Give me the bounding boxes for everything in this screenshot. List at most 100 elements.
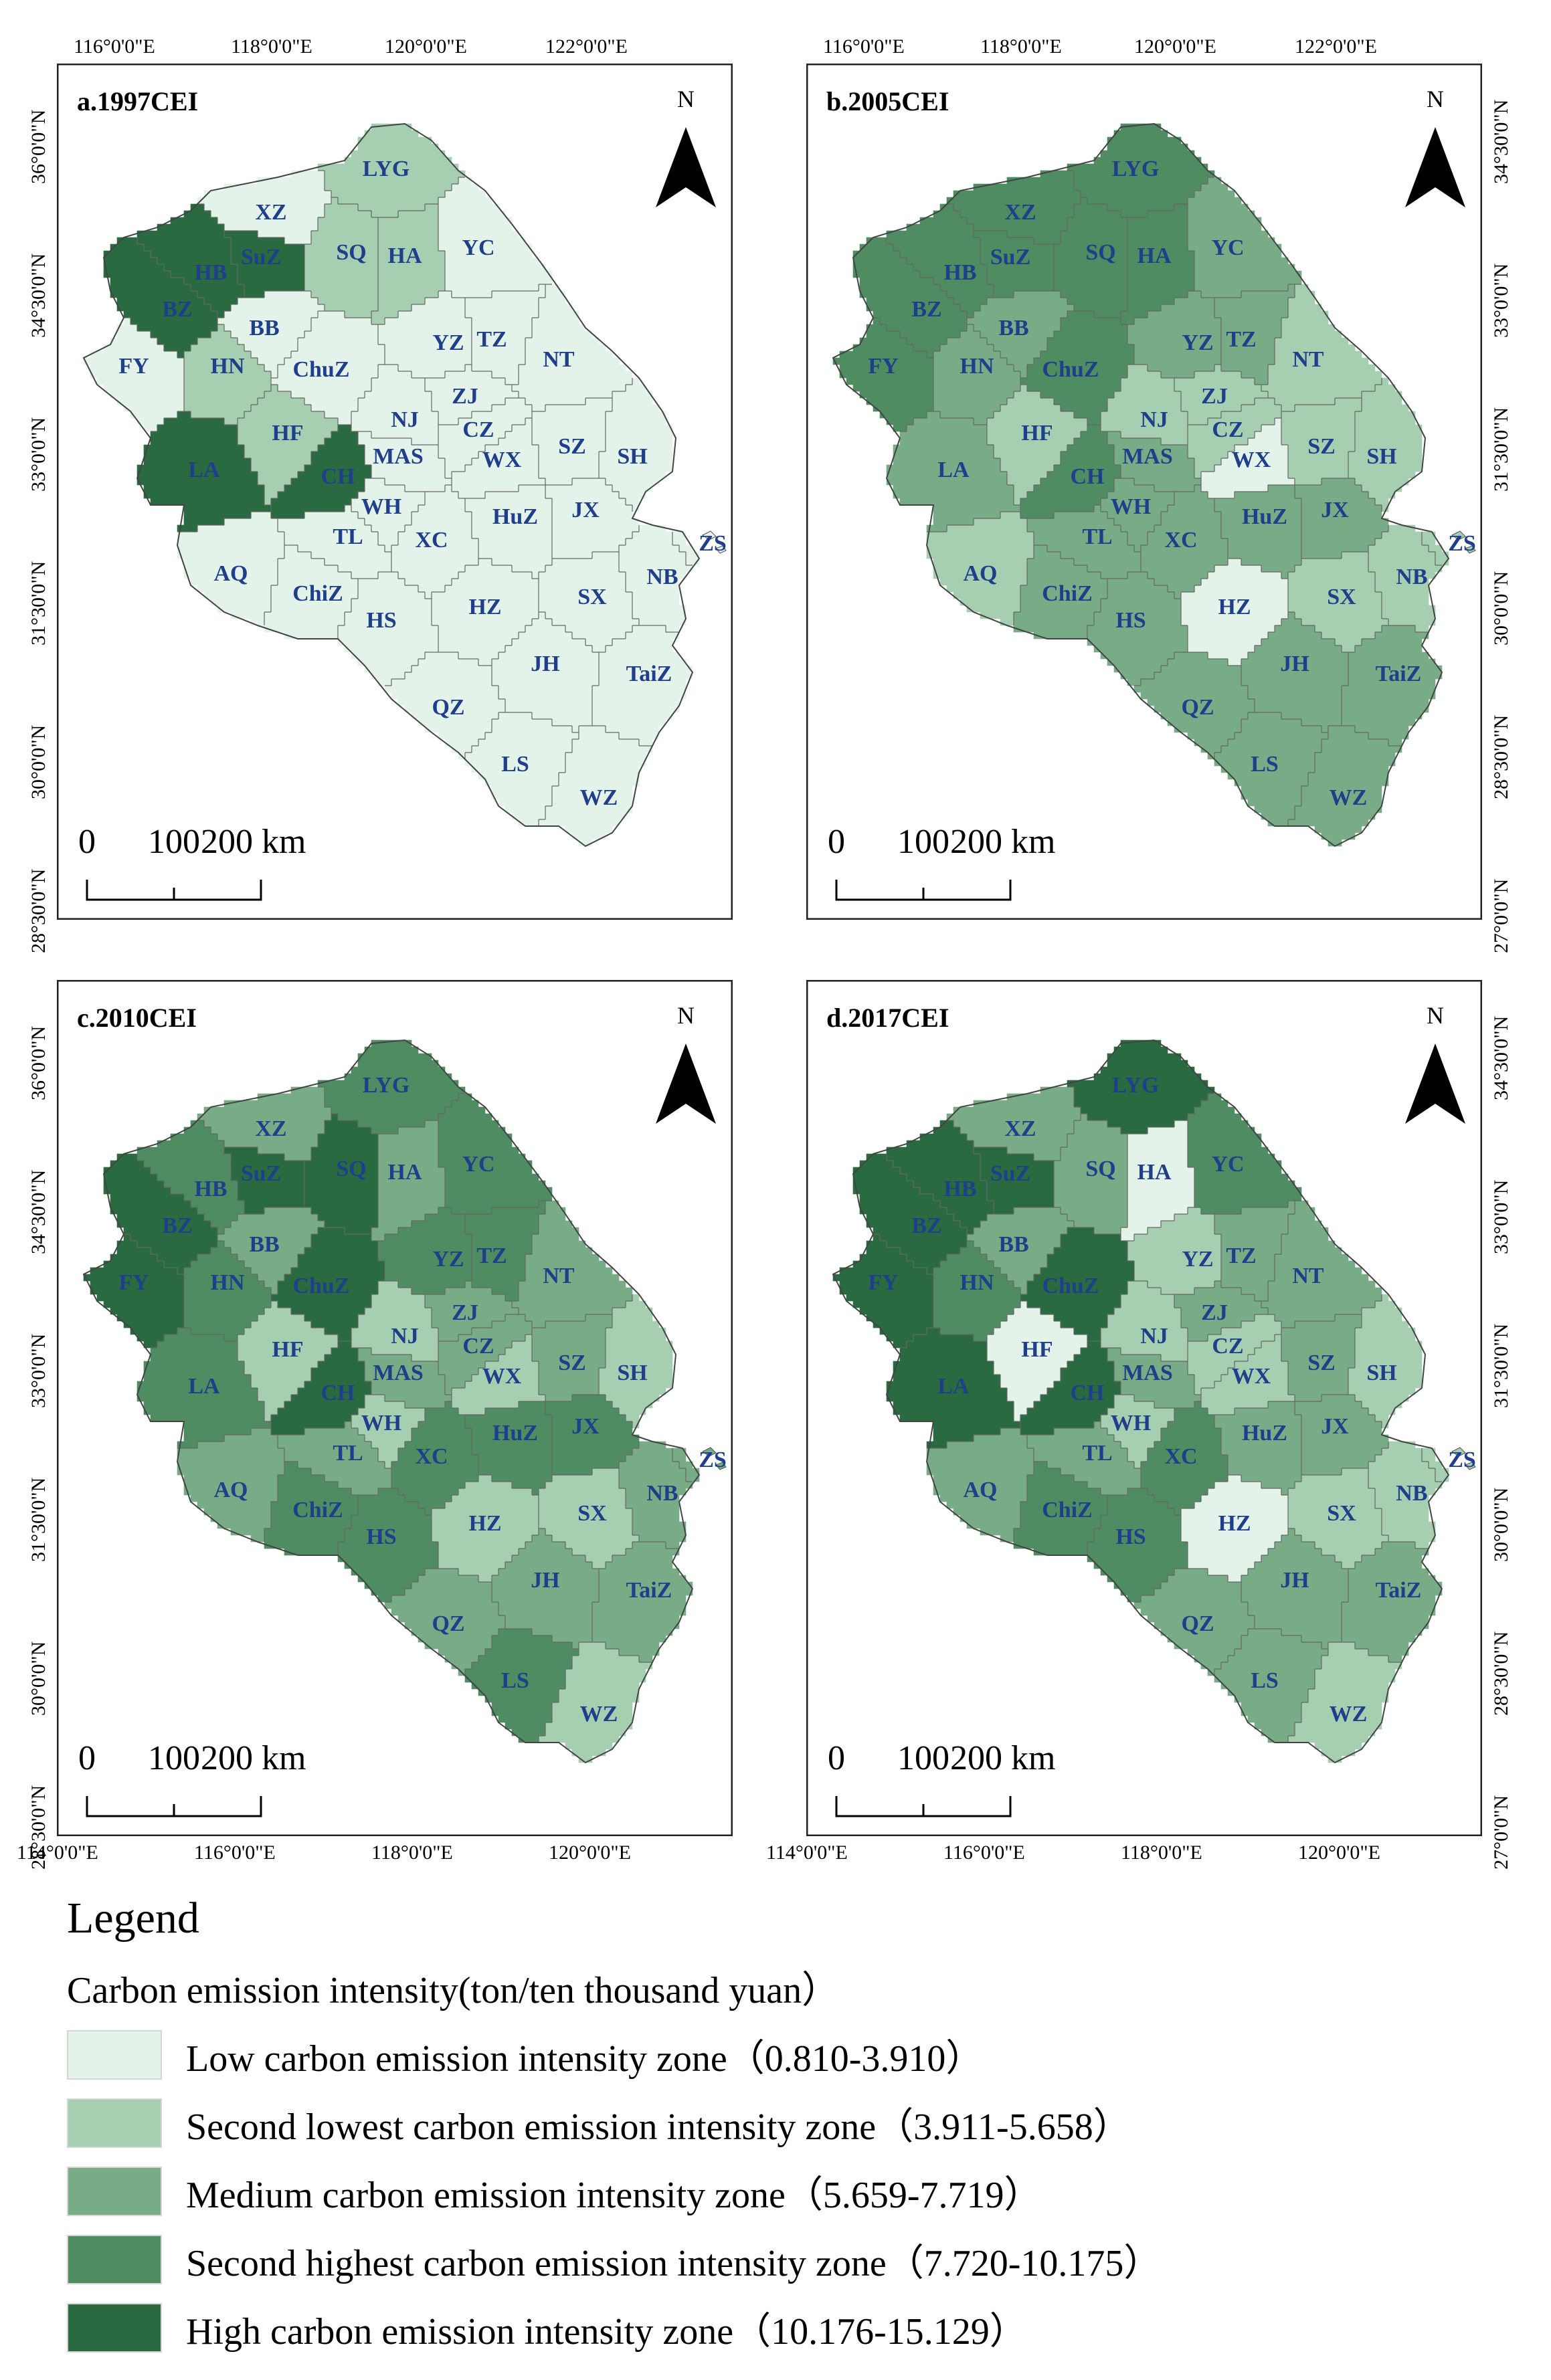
region-label-huz: HuZ [492,1421,538,1446]
region-label-zj: ZJ [452,1300,478,1325]
region-sz [531,397,613,486]
region-label-sh: SH [617,444,647,469]
north-label: N [677,86,695,112]
region-tl [1026,1421,1142,1496]
region-nt [1261,1200,1382,1328]
region-label-zs: ZS [1448,531,1476,556]
region-label-zs: ZS [699,531,727,556]
region-hn [933,324,1021,425]
region-nt [1261,284,1382,412]
top-longitude-label: 120°0'0"E [385,35,467,58]
scale-bar: 0 100 200 km [78,823,306,901]
region-label-hb: HB [194,260,227,285]
region-label-bz: BZ [162,1213,192,1238]
region-ch [1020,1341,1121,1435]
region-qz [384,652,506,760]
region-label-wx: WX [1232,448,1271,472]
scale-label: 0 [828,1739,845,1777]
region-zs [672,1448,700,1482]
region-yc [1187,1093,1302,1215]
region-label-zs: ZS [699,1448,727,1472]
region-lyg [1067,123,1215,218]
region-boundaries [124,170,693,826]
region-sh [1348,1294,1423,1429]
region-label-nj: NJ [391,1324,419,1349]
region-label-mas: MAS [373,444,424,469]
legend-label: Low carbon emission intensity zone（0.810… [186,2028,983,2082]
legend-label: Medium carbon emission intensity zone（5.… [186,2165,1041,2219]
region-label-huz: HuZ [492,504,538,529]
region-label-hn: HN [211,354,245,379]
region-label-suz: SuZ [990,245,1031,270]
region-hb [886,203,994,318]
region-label-hn: HN [211,1270,245,1295]
region-label-nj: NJ [391,407,419,432]
region-yz [1127,290,1222,379]
bottom-longitude-label: 120°0'0"E [1298,1842,1380,1864]
region-jx [1294,1394,1389,1476]
region-label-nb: NB [646,1481,678,1506]
region-bb [966,1207,1075,1295]
region-hb [136,203,245,318]
region-outline [832,122,1450,848]
region-label-nj: NJ [1140,407,1168,432]
region-label-ha: HA [1137,243,1172,268]
region-label-chuz: ChuZ [292,357,349,382]
region-xz [197,1086,332,1161]
region-label-xz: XZ [1004,1116,1036,1141]
region-label-hs: HS [366,1524,396,1549]
region-label-huz: HuZ [1242,1421,1287,1446]
latitude-label: 36°0'0"N [27,1026,50,1100]
region-sz [1281,397,1362,486]
region-hf [237,1300,339,1422]
region-label-wx: WX [482,1364,522,1389]
region-zj [1174,364,1269,425]
top-longitude-label: 122°0'0"E [1295,35,1377,58]
region-suz [223,230,305,298]
region-label-taiz: TaiZ [1376,662,1422,686]
region-hf [986,384,1088,506]
region-label-bb: BB [998,316,1028,340]
latitude-label: 28°30'0"N [27,1785,50,1870]
region-ha [1120,1120,1195,1242]
region-label-taiz: TaiZ [1376,1578,1422,1603]
region-bz [103,1153,218,1275]
region-label-sz: SZ [1307,1351,1336,1375]
region-chuz [270,1227,385,1342]
scale-label: 100 [148,1739,200,1777]
region-label-ls: LS [1251,1668,1279,1693]
region-label-bb: BB [998,1232,1028,1257]
region-nb [618,1441,693,1549]
region-fy [832,1233,934,1349]
region-nt [511,284,633,412]
region-label-bz: BZ [911,1213,941,1238]
region-taiz [1341,1541,1443,1663]
region-label-hf: HF [272,1337,303,1362]
region-label-cz: CZ [1212,417,1243,442]
region-label-sz: SZ [558,1351,586,1375]
region-label-sx: SX [577,585,607,609]
region-chiz [264,1461,359,1556]
legend-item: Low carbon emission intensity zone（0.810… [67,2030,983,2080]
scale-label: 200 km [201,823,306,861]
region-label-yz: YZ [1182,1247,1213,1272]
region-label-xc: XC [1164,1444,1197,1469]
region-fy [83,317,185,432]
region-label-jx: JX [571,1414,600,1439]
top-longitude-label: 122°0'0"E [545,35,628,58]
zs-islands [702,1447,727,1470]
region-sq [1053,197,1128,318]
region-yc [438,1093,553,1215]
region-label-tl: TL [1082,1441,1112,1466]
legend-item: Medium carbon emission intensity zone（5.… [67,2167,1041,2216]
region-label-ch: CH [321,1381,355,1405]
region-sq [304,197,379,318]
region-zj [1174,1280,1269,1342]
scale-label: 200 km [950,823,1055,861]
region-label-zj: ZJ [1201,1300,1228,1325]
scale-label: 0 [78,823,96,861]
region-label-suz: SuZ [990,1161,1031,1186]
region-label-qz: QZ [432,695,464,720]
region-tl [277,504,392,579]
